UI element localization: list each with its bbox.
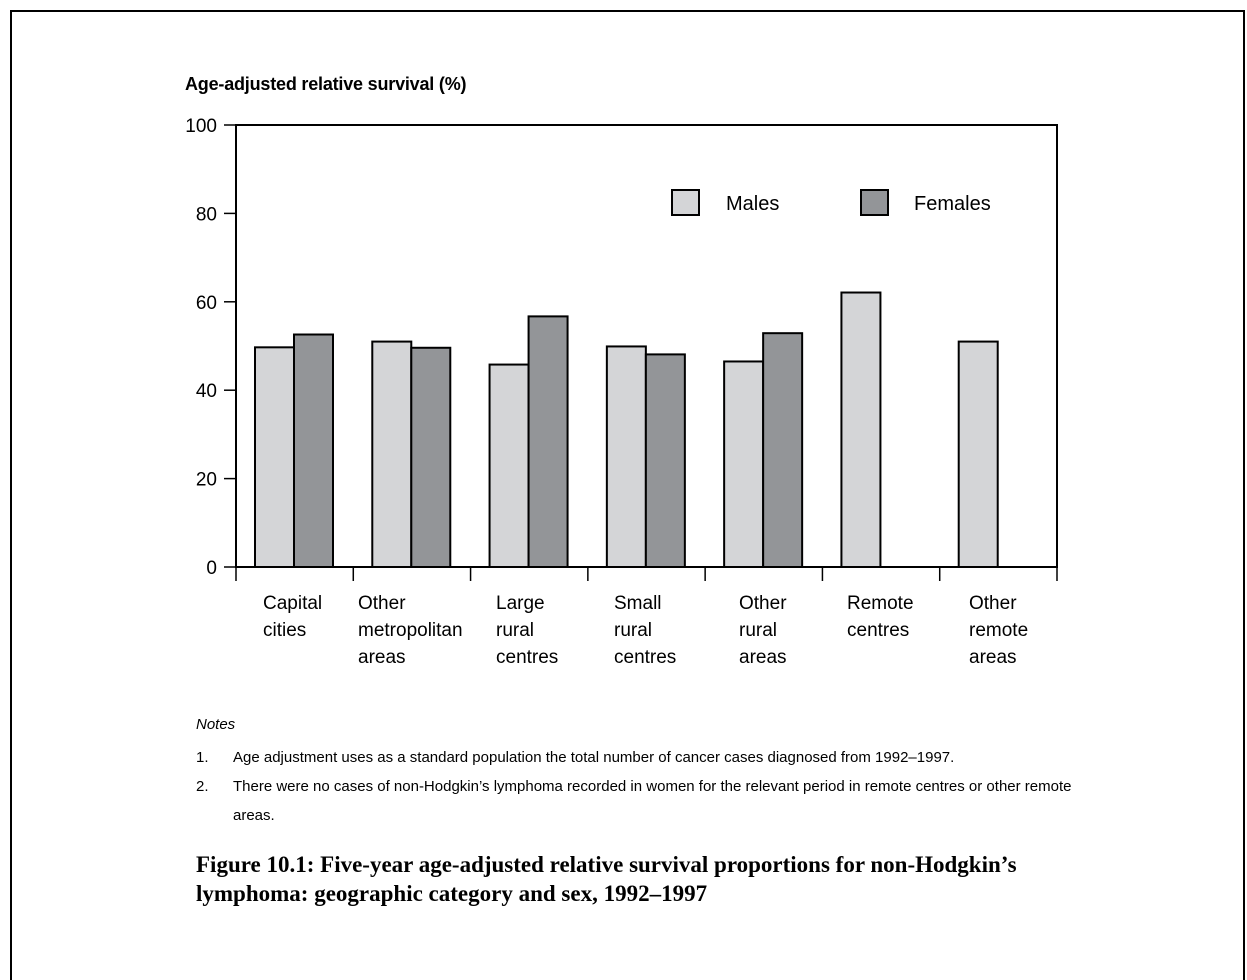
bar-males xyxy=(957,340,999,568)
y-tick-label: 40 xyxy=(196,381,217,402)
legend-swatch-females xyxy=(860,189,889,216)
bar-females xyxy=(644,353,686,569)
note-item: 2. There were no cases of non-Hodgkin’s … xyxy=(196,772,1133,830)
category-label: Small rural centres xyxy=(614,593,677,668)
bar-males xyxy=(723,360,765,568)
legend-label-females: Females xyxy=(914,193,991,215)
bar-males xyxy=(840,291,882,568)
note-text: There were no cases of non-Hodgkin’s lym… xyxy=(233,778,1072,824)
y-tick-label: 0 xyxy=(206,558,217,579)
bar-females xyxy=(527,315,569,568)
bar-males xyxy=(605,345,647,568)
legend-label-males: Males xyxy=(726,193,779,215)
note-number: 1. xyxy=(196,749,209,766)
page-frame xyxy=(10,10,1245,980)
bar-males xyxy=(254,346,295,568)
note-number: 2. xyxy=(196,778,209,795)
category-label: Other rural areas xyxy=(739,593,787,668)
category-label: Remote centres xyxy=(847,593,914,641)
y-tick-label: 80 xyxy=(196,204,217,225)
bar-females xyxy=(293,333,334,568)
bar-males xyxy=(488,363,530,568)
y-tick-label: 100 xyxy=(185,116,217,137)
category-label: Other remote areas xyxy=(969,593,1029,668)
bar-females xyxy=(762,332,804,568)
category-label: Large rural centres xyxy=(496,593,559,668)
bar-chart: 0 20 40 60 80 100 Males Females xyxy=(185,116,1058,581)
y-axis-title: Age-adjusted relative survival (%) xyxy=(185,74,467,94)
notes-heading: Notes xyxy=(196,716,236,733)
category-label: Capital cities xyxy=(263,593,323,641)
y-tick-label: 20 xyxy=(196,470,217,491)
notes-section: Notes 1. Age adjustment uses as a standa… xyxy=(196,716,1133,830)
bar-females xyxy=(410,346,452,568)
note-text: Age adjustment uses as a standard popula… xyxy=(233,749,955,766)
legend-swatch-males xyxy=(671,189,700,216)
category-label: Other metropolitan areas xyxy=(358,593,463,668)
figure-caption: Figure 10.1: Five-year age-adjusted rela… xyxy=(196,852,1017,906)
bar-males xyxy=(371,340,413,568)
y-tick-label: 60 xyxy=(196,293,217,314)
note-item: 1. Age adjustment uses as a standard pop… xyxy=(196,743,1133,772)
